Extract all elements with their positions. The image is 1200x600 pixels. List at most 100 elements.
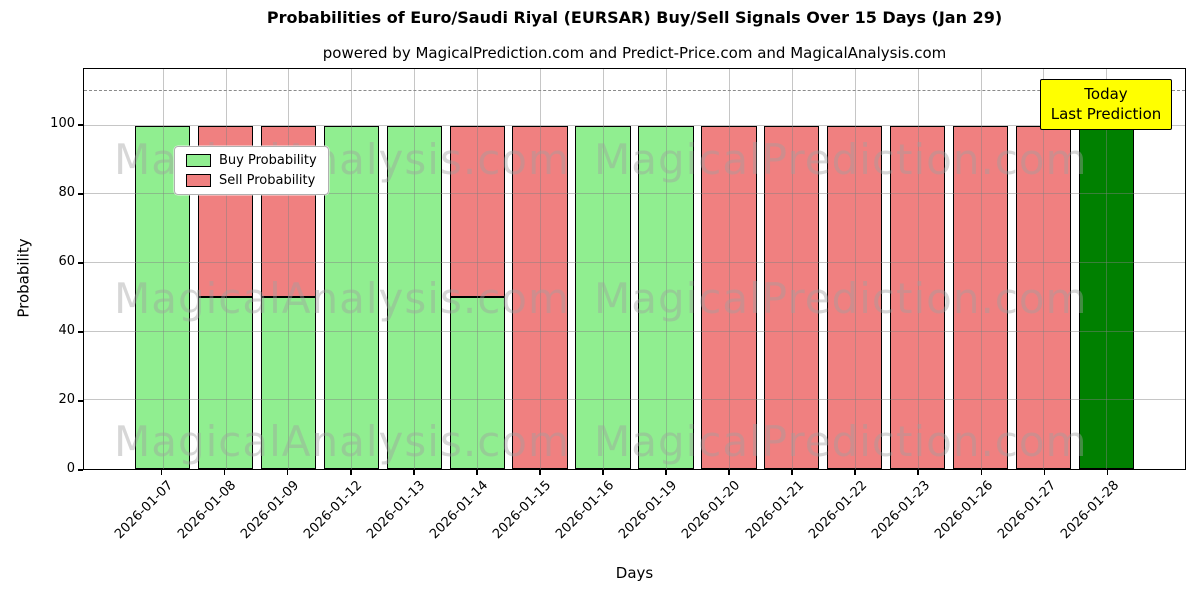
vertical-gridline	[414, 69, 416, 469]
legend-label-buy: Buy Probability	[219, 153, 317, 168]
x-tick	[224, 470, 226, 475]
vertical-gridline	[1043, 69, 1045, 469]
y-tick	[78, 331, 83, 333]
vertical-gridline	[288, 69, 290, 469]
vertical-gridline	[225, 69, 227, 469]
watermark-left: MagicalAnalysis.com	[114, 417, 570, 466]
vertical-gridline	[603, 69, 605, 469]
watermark-right: MagicalPrediction.com	[594, 417, 1088, 466]
vertical-gridline	[351, 69, 353, 469]
chart-title: Probabilities of Euro/Saudi Riyal (EURSA…	[266, 8, 1003, 27]
x-tick-label: 2026-01-15	[490, 478, 555, 543]
vertical-gridline	[162, 69, 164, 469]
x-tick	[1106, 470, 1108, 475]
x-tick-label: 2026-01-28	[1057, 478, 1122, 543]
y-tick-label: 100	[50, 115, 75, 131]
x-axis-label: Days	[615, 564, 654, 582]
x-tick	[854, 470, 856, 475]
x-tick-label: 2026-01-21	[742, 478, 807, 543]
today-annotation-line2: Last Prediction	[1050, 104, 1162, 123]
x-tick-label: 2026-01-08	[175, 478, 240, 543]
x-tick-label: 2026-01-12	[301, 478, 366, 543]
x-tick-label: 2026-01-13	[364, 478, 429, 543]
legend: Buy Probability Sell Probability	[174, 146, 329, 195]
buy-bar-segment	[197, 297, 254, 469]
sell-bar-segment	[952, 125, 1009, 469]
vertical-gridline	[665, 69, 667, 469]
buy-swatch-icon	[186, 154, 211, 167]
vertical-gridline	[980, 69, 982, 469]
buy-bar-segment	[323, 125, 380, 469]
x-tick	[917, 470, 919, 475]
sell-bar-segment	[701, 125, 757, 469]
sell-bar-segment	[1015, 125, 1072, 469]
buy-bar-segment	[449, 297, 505, 469]
legend-label-sell: Sell Probability	[219, 173, 316, 188]
x-tick-label: 2026-01-07	[112, 478, 177, 543]
dashed-limit-line	[84, 90, 1185, 92]
x-tick-label: 2026-01-19	[616, 478, 681, 543]
y-tick-label: 80	[58, 184, 75, 200]
buy-bar-segment	[386, 125, 442, 469]
y-tick-label: 40	[58, 322, 75, 338]
sell-bar-segment	[449, 125, 505, 298]
buy-bar-segment	[260, 297, 317, 469]
legend-item-sell: Sell Probability	[186, 173, 317, 188]
horizontal-gridline	[84, 330, 1185, 332]
x-tick	[287, 470, 289, 475]
watermark-right: MagicalPrediction.com	[594, 274, 1088, 323]
x-tick	[539, 470, 541, 475]
buy-bar-segment	[575, 125, 631, 469]
y-tick	[78, 262, 83, 264]
sell-bar-segment	[827, 125, 883, 469]
x-tick	[1043, 470, 1045, 475]
y-tick-label: 60	[58, 253, 75, 269]
sell-bar-segment	[764, 125, 820, 469]
x-tick-label: 2026-01-20	[679, 478, 744, 543]
plot-area: Buy Probability Sell Probability Magical…	[83, 68, 1186, 470]
x-tick-label: 2026-01-23	[868, 478, 933, 543]
x-tick	[476, 470, 478, 475]
vertical-gridline	[477, 69, 479, 469]
watermark-right: MagicalPrediction.com	[594, 135, 1088, 184]
x-tick	[413, 470, 415, 475]
horizontal-gridline	[84, 262, 1185, 263]
horizontal-gridline	[84, 193, 1185, 195]
vertical-gridline	[854, 69, 856, 469]
watermark-left: MagicalAnalysis.com	[114, 274, 570, 323]
vertical-gridline	[917, 69, 919, 469]
x-tick	[980, 470, 982, 475]
vertical-gridline	[728, 69, 730, 469]
today-annotation: Today Last Prediction	[1040, 79, 1172, 130]
today-annotation-line1: Today	[1084, 84, 1128, 103]
vertical-gridline	[791, 69, 793, 469]
vertical-gridline	[540, 69, 542, 469]
horizontal-gridline	[84, 124, 1185, 126]
y-tick	[78, 124, 83, 126]
x-tick	[728, 470, 730, 475]
x-tick	[350, 470, 352, 475]
sell-bar-segment	[512, 125, 568, 469]
x-tick-label: 2026-01-16	[553, 478, 618, 543]
sell-swatch-icon	[186, 174, 211, 187]
chart-subtitle: powered by MagicalPrediction.com and Pre…	[322, 44, 947, 62]
legend-item-buy: Buy Probability	[186, 153, 317, 168]
sell-bar-segment	[889, 125, 946, 469]
x-tick-label: 2026-01-14	[427, 478, 492, 543]
x-tick-label: 2026-01-22	[805, 478, 870, 543]
vertical-gridline	[1106, 69, 1108, 469]
y-tick	[78, 400, 83, 402]
x-tick	[665, 470, 667, 475]
y-tick-label: 20	[58, 391, 75, 407]
x-tick	[602, 470, 604, 475]
x-tick-label: 2026-01-09	[238, 478, 303, 543]
x-tick	[161, 470, 163, 475]
buy-bar-segment	[638, 125, 694, 469]
x-tick-label: 2026-01-26	[931, 478, 996, 543]
today-bar	[1078, 125, 1135, 469]
y-axis-label: Probability	[14, 238, 33, 318]
y-tick	[78, 469, 83, 471]
horizontal-gridline	[84, 399, 1185, 401]
y-tick-label: 0	[66, 461, 75, 476]
